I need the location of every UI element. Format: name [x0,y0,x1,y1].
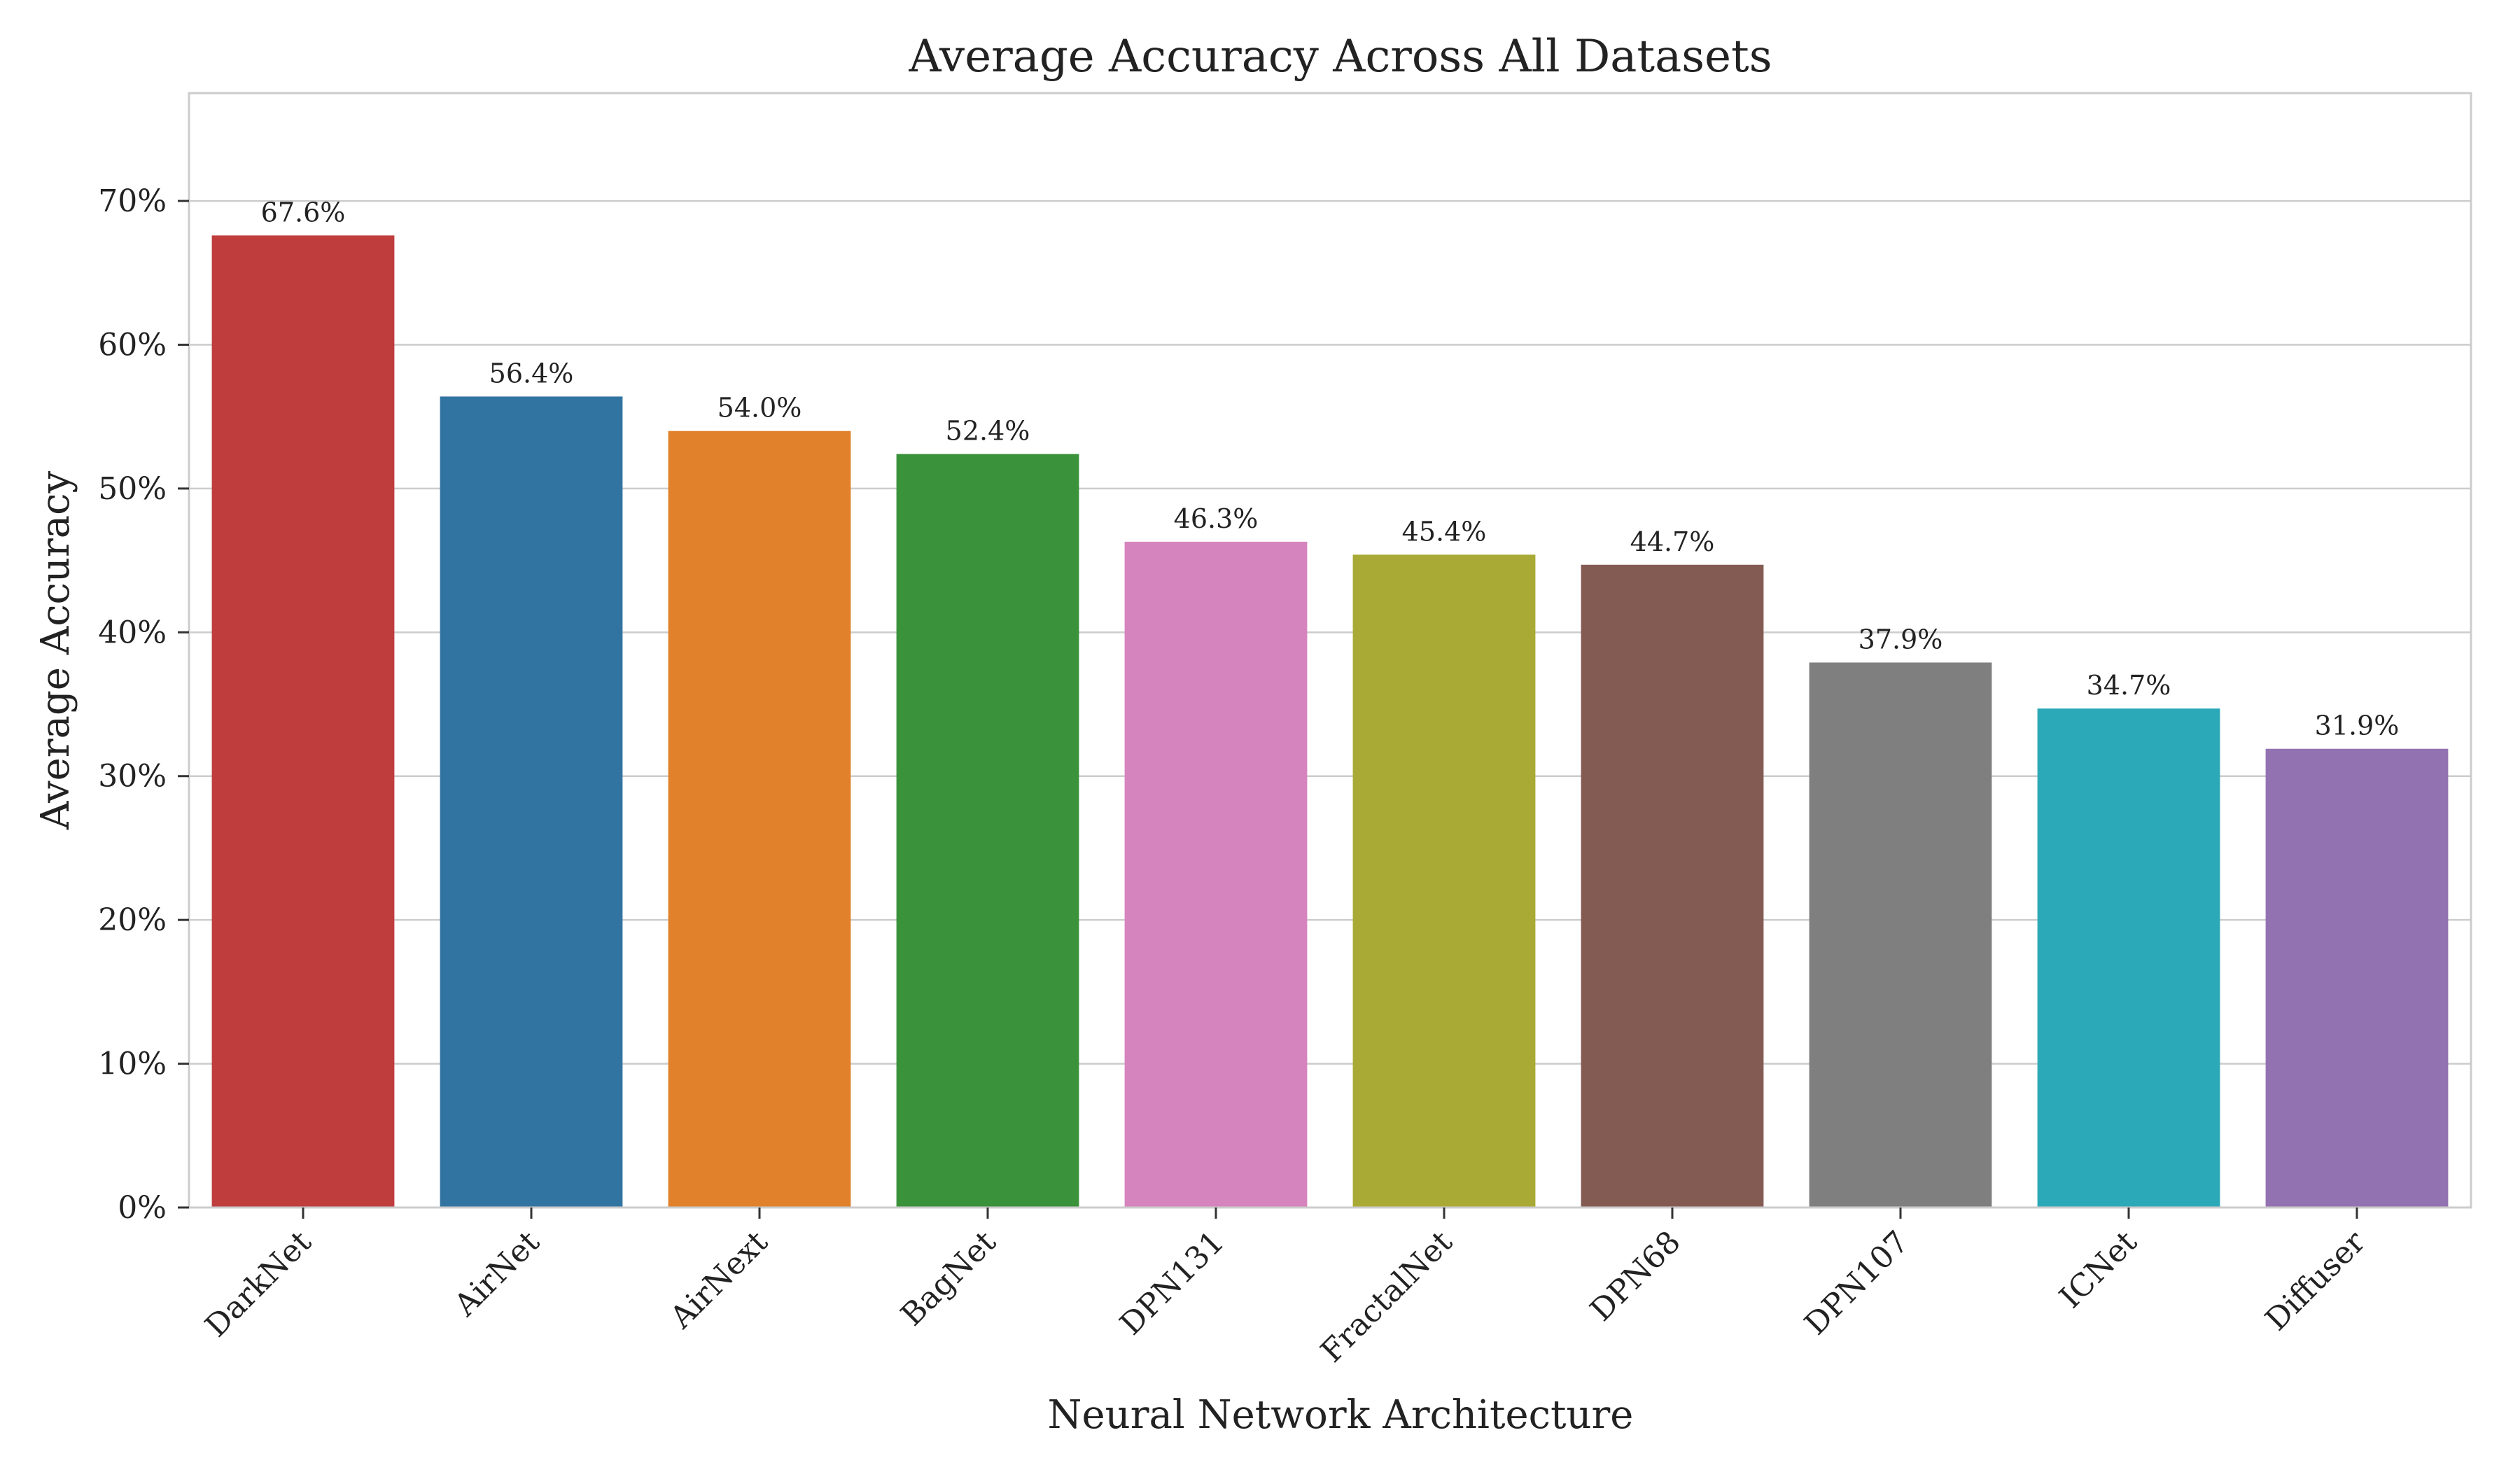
bar-value-labels: 67.6% 56.4% 54.0% 52.4% 46.3% 45.4% 44.7% 37.9%… [261,197,2400,741]
bar [1581,564,1764,1208]
bar-value-label: 56.4% [489,358,574,388]
bar [440,396,623,1208]
bar-value-label: 31.9% [2315,710,2400,741]
bar-value-label: 52.4% [946,416,1030,447]
chart-title: Average Accuracy Across All Datasets [908,31,1772,83]
x-tick-label: ICNet [2052,1224,2144,1316]
bar-value-label: 44.7% [1630,526,1715,557]
bar [668,430,851,1208]
y-tick-label: 70% [98,183,167,219]
bar [211,235,395,1208]
x-tick-label: BagNet [894,1224,1003,1333]
bar [1124,541,1308,1208]
plot-frame [188,92,2472,1209]
x-tick-label: FractalNet [1314,1224,1460,1369]
x-tick-label: Diffuser [2258,1224,2372,1338]
y-tick-label: 20% [98,902,167,938]
bar-value-label: 46.3% [1174,503,1259,534]
bar [2265,748,2449,1208]
x-tick-label: DPN107 [1798,1224,1916,1343]
x-axis-label: Neural Network Architecture [1048,1392,1634,1438]
bar-value-label: 67.6% [261,197,346,227]
x-tick-label: DarkNet [198,1224,318,1344]
bars [211,235,2449,1208]
bar-value-label: 37.9% [1858,624,1943,654]
y-axis-ticks: 0% 10% 20% 30% 40% 50% 60% 70% [98,183,189,1226]
y-tick-label: 60% [98,327,167,363]
y-tick-label: 30% [98,759,167,794]
x-tick-label: DPN131 [1113,1224,1231,1343]
y-tick-label: 10% [98,1046,167,1082]
y-tick-label: 0% [118,1190,167,1226]
bar [2037,708,2220,1208]
bar-value-label: 54.0% [718,393,802,424]
bar-value-label: 45.4% [1402,516,1487,547]
bar [1809,662,1992,1208]
bar-value-label: 34.7% [2087,670,2171,701]
bar [896,454,1079,1208]
bar [1352,554,1536,1208]
y-axis-label: Average Accuracy [33,471,78,831]
x-tick-label: AirNext [663,1224,775,1336]
x-tick-label: DPN68 [1583,1224,1688,1329]
x-axis-ticks: DarkNet AirNet AirNext BagNet DPN131 FractalN… [198,1208,2372,1369]
x-tick-label: AirNet [447,1224,547,1323]
y-tick-label: 40% [98,615,167,650]
y-tick-label: 50% [98,471,167,507]
